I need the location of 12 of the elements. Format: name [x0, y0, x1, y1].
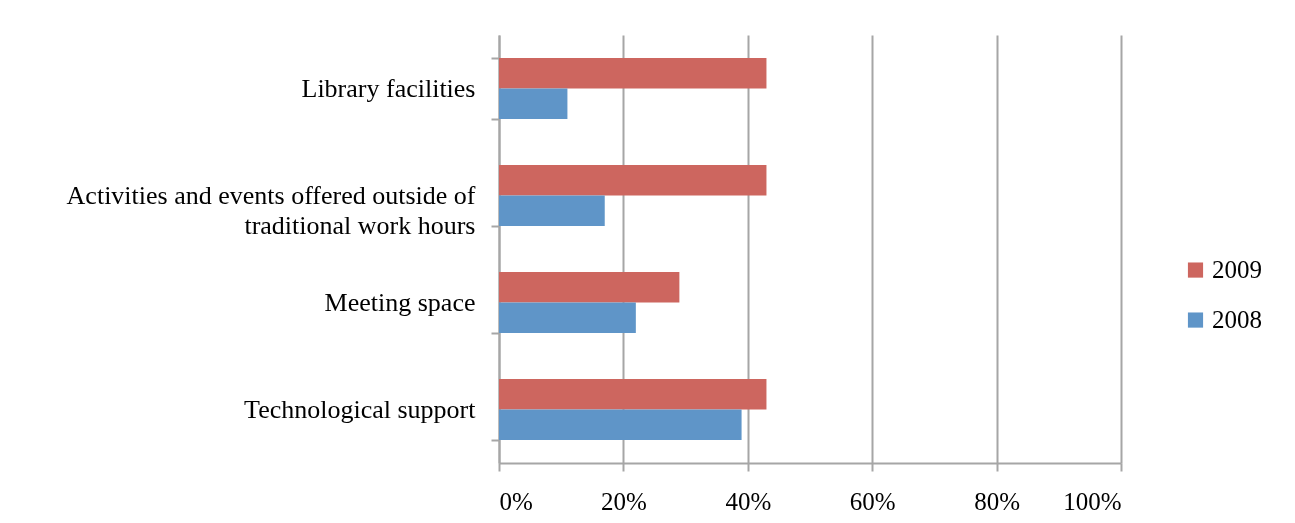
y-tick-label: Library facilities	[301, 74, 476, 103]
x-tick-label: 0%	[499, 487, 533, 515]
legend-label: 2009	[1212, 256, 1262, 284]
y-tick-label: Technological support	[244, 395, 477, 424]
legend-label: 2008	[1212, 306, 1262, 334]
x-tick-label: 80%	[974, 487, 1021, 515]
x-tick-label: 100%	[1063, 487, 1122, 515]
x-tick-label: 60%	[849, 487, 896, 515]
y-tick-label: Meeting space	[324, 288, 476, 317]
x-tick-label: 40%	[725, 487, 772, 515]
y-tick-label: Activities and events offered outside of traditional work hours	[66, 181, 476, 240]
x-tick-label: 20%	[600, 487, 647, 515]
